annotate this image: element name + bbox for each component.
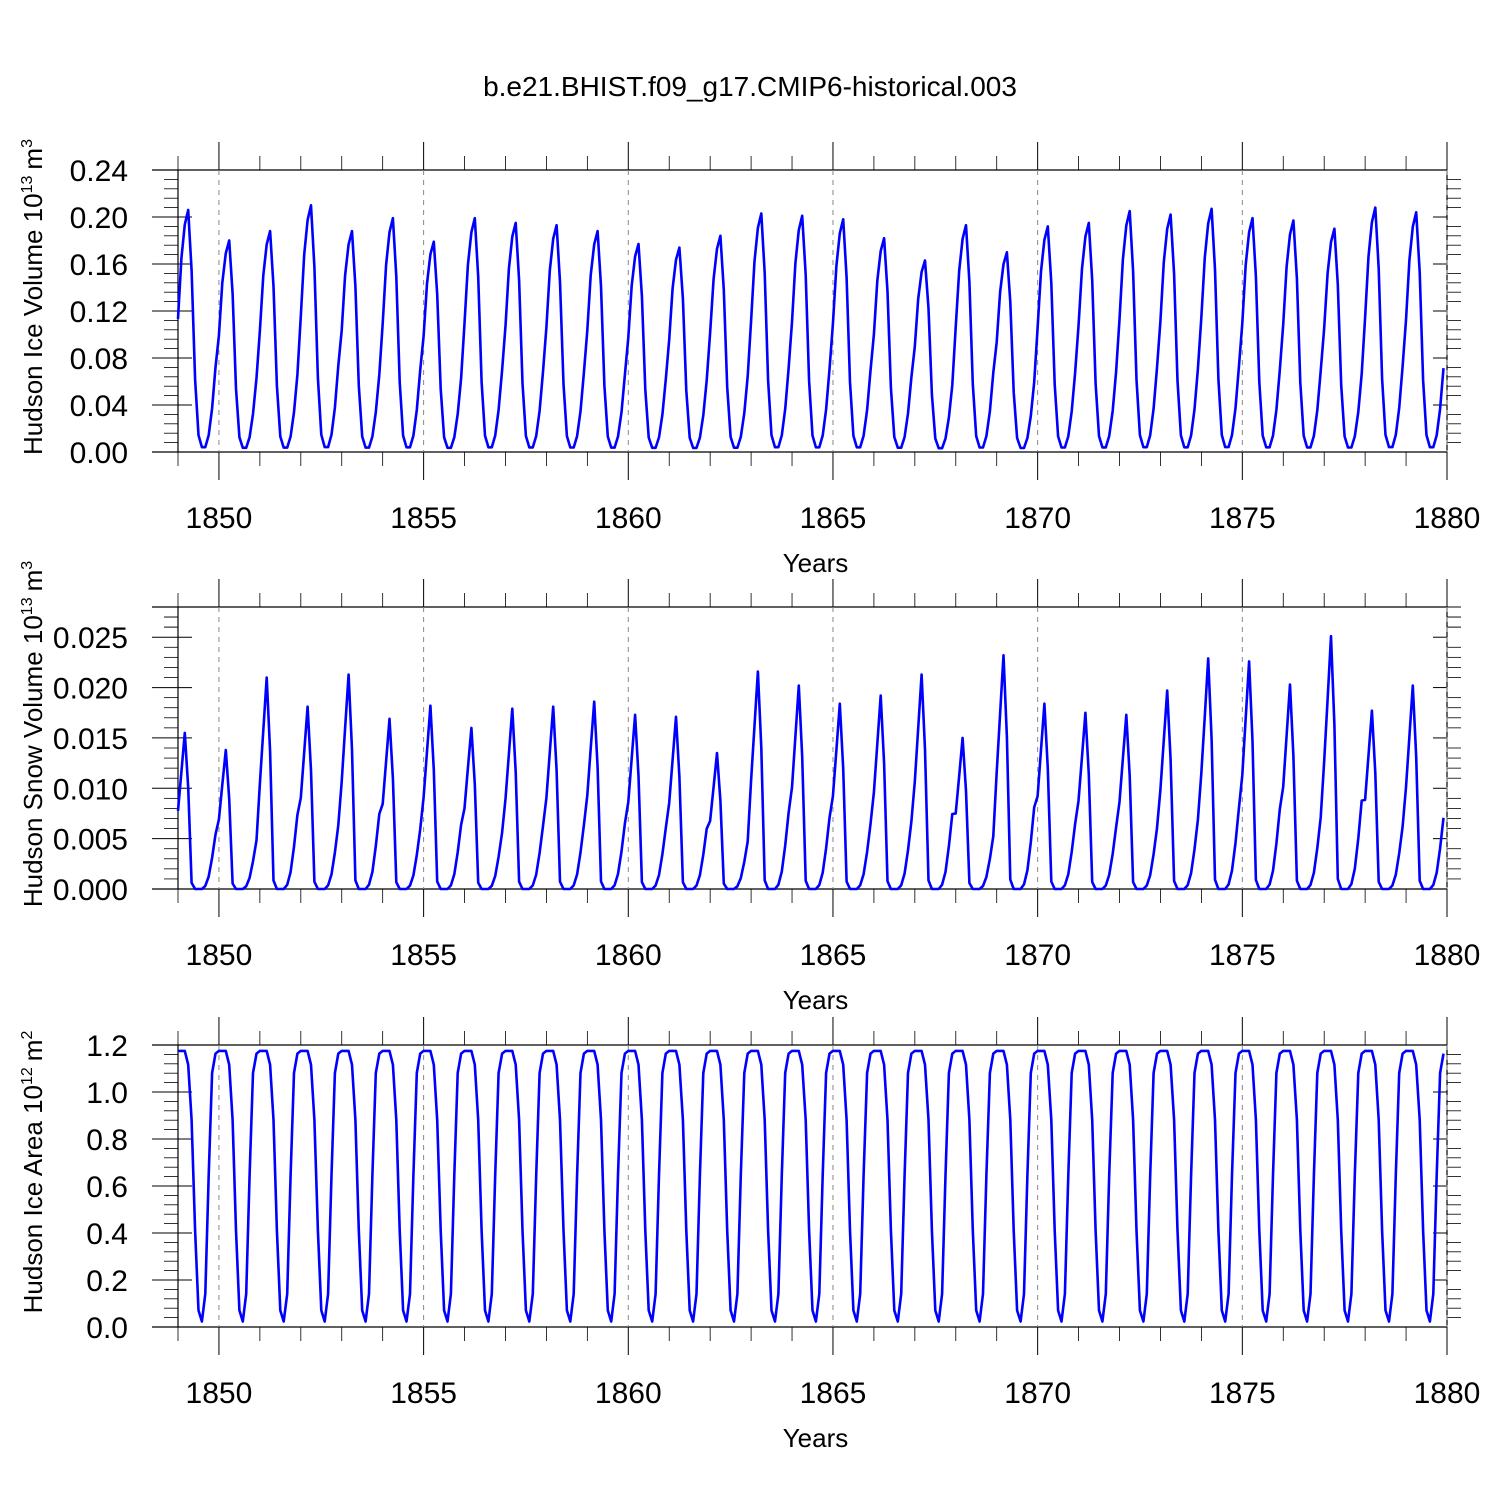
y-tick-label: 0.24	[70, 155, 128, 188]
y-tick-label: 0.0	[86, 1312, 128, 1345]
x-tick-label: 1850	[186, 939, 253, 972]
x-tick-label: 1855	[390, 939, 457, 972]
panel-3: 0.0 0.2 0.4 0.6 0.8 1.0 1.2 1850 1855 1860 1865 187…	[18, 1017, 1480, 1453]
y-tick-label: 0.005	[53, 824, 128, 857]
x-tick-label: 1865	[800, 1377, 867, 1410]
panel-1: 0.00 0.04 0.08 0.12 0.16 0.20 0.24 1850 1855 1860…	[18, 139, 1480, 578]
x-tick-label: 1880	[1414, 939, 1481, 972]
x-tick-label: 1880	[1414, 502, 1481, 535]
x-tick-label: 1850	[186, 1377, 253, 1410]
y-axis-title-text: Hudson Snow Volume 10	[18, 615, 48, 907]
x-axis-title: Years	[783, 548, 849, 578]
y-axis-title-unit-exponent: 3	[19, 139, 36, 148]
y-axis-title-text: Hudson Ice Volume 10	[18, 193, 48, 455]
y-tick-label: 1.2	[86, 1030, 128, 1063]
x-tick-label: 1865	[800, 939, 867, 972]
x-tick-label: 1870	[1004, 939, 1071, 972]
y-axis-title-unit: m	[18, 148, 48, 170]
y-tick-label: 0.12	[70, 296, 128, 329]
y-tick-label: 0.20	[70, 202, 128, 235]
x-tick-label: 1880	[1414, 1377, 1481, 1410]
y-tick-label: 1.0	[86, 1077, 128, 1110]
y-axis-title: Hudson Ice Area 1012 m2	[18, 1031, 48, 1314]
y-tick-label: 0.16	[70, 249, 128, 282]
y-tick-label: 0.015	[53, 723, 128, 756]
y-axis-title-unit-exponent: 2	[19, 1031, 36, 1040]
y-axis-title-text: Hudson Ice Area 10	[18, 1085, 48, 1313]
x-tick-label: 1860	[595, 502, 662, 535]
y-tick-label: 0.2	[86, 1265, 128, 1298]
y-axis-title: Hudson Ice Volume 1013 m3	[18, 139, 48, 455]
y-tick-label: 0.025	[53, 622, 128, 655]
y-axis-title-exponent: 13	[19, 597, 36, 615]
x-tick-label: 1865	[800, 502, 867, 535]
y-tick-label: 0.000	[53, 874, 128, 907]
x-axis-title: Years	[783, 985, 849, 1015]
x-tick-label: 1875	[1209, 502, 1276, 535]
y-tick-label: 0.08	[70, 343, 128, 376]
y-tick-label: 0.04	[70, 390, 128, 423]
x-tick-label: 1855	[390, 502, 457, 535]
panel-2: 0.000 0.005 0.010 0.015 0.020 0.025 1850 1855 18…	[18, 561, 1480, 1015]
y-axis-title-exponent: 12	[19, 1067, 36, 1085]
y-tick-label: 0.6	[86, 1171, 128, 1204]
y-tick-label: 0.020	[53, 673, 128, 706]
x-tick-label: 1860	[595, 1377, 662, 1410]
chart-title: b.e21.BHIST.f09_g17.CMIP6-historical.003	[483, 71, 1017, 102]
series-line	[176, 634, 1445, 891]
y-tick-label: 0.8	[86, 1124, 128, 1157]
y-tick-label: 0.4	[86, 1218, 128, 1251]
x-tick-label: 1875	[1209, 1377, 1276, 1410]
x-axis-title: Years	[783, 1423, 849, 1453]
x-tick-label: 1855	[390, 1377, 457, 1410]
x-tick-label: 1870	[1004, 1377, 1071, 1410]
series-line	[176, 204, 1445, 450]
series-line	[178, 1049, 1445, 1323]
y-tick-label: 0.00	[70, 437, 128, 470]
x-tick-label: 1860	[595, 939, 662, 972]
y-axis-title: Hudson Snow Volume 1013 m3	[18, 561, 48, 907]
y-axis-title-exponent: 13	[19, 175, 36, 193]
y-axis-title-unit: m	[18, 1040, 48, 1062]
x-tick-label: 1870	[1004, 502, 1071, 535]
x-tick-label: 1850	[186, 502, 253, 535]
x-tick-label: 1875	[1209, 939, 1276, 972]
y-tick-label: 0.010	[53, 773, 128, 806]
y-axis-title-unit: m	[18, 570, 48, 592]
y-axis-title-unit-exponent: 3	[19, 561, 36, 570]
